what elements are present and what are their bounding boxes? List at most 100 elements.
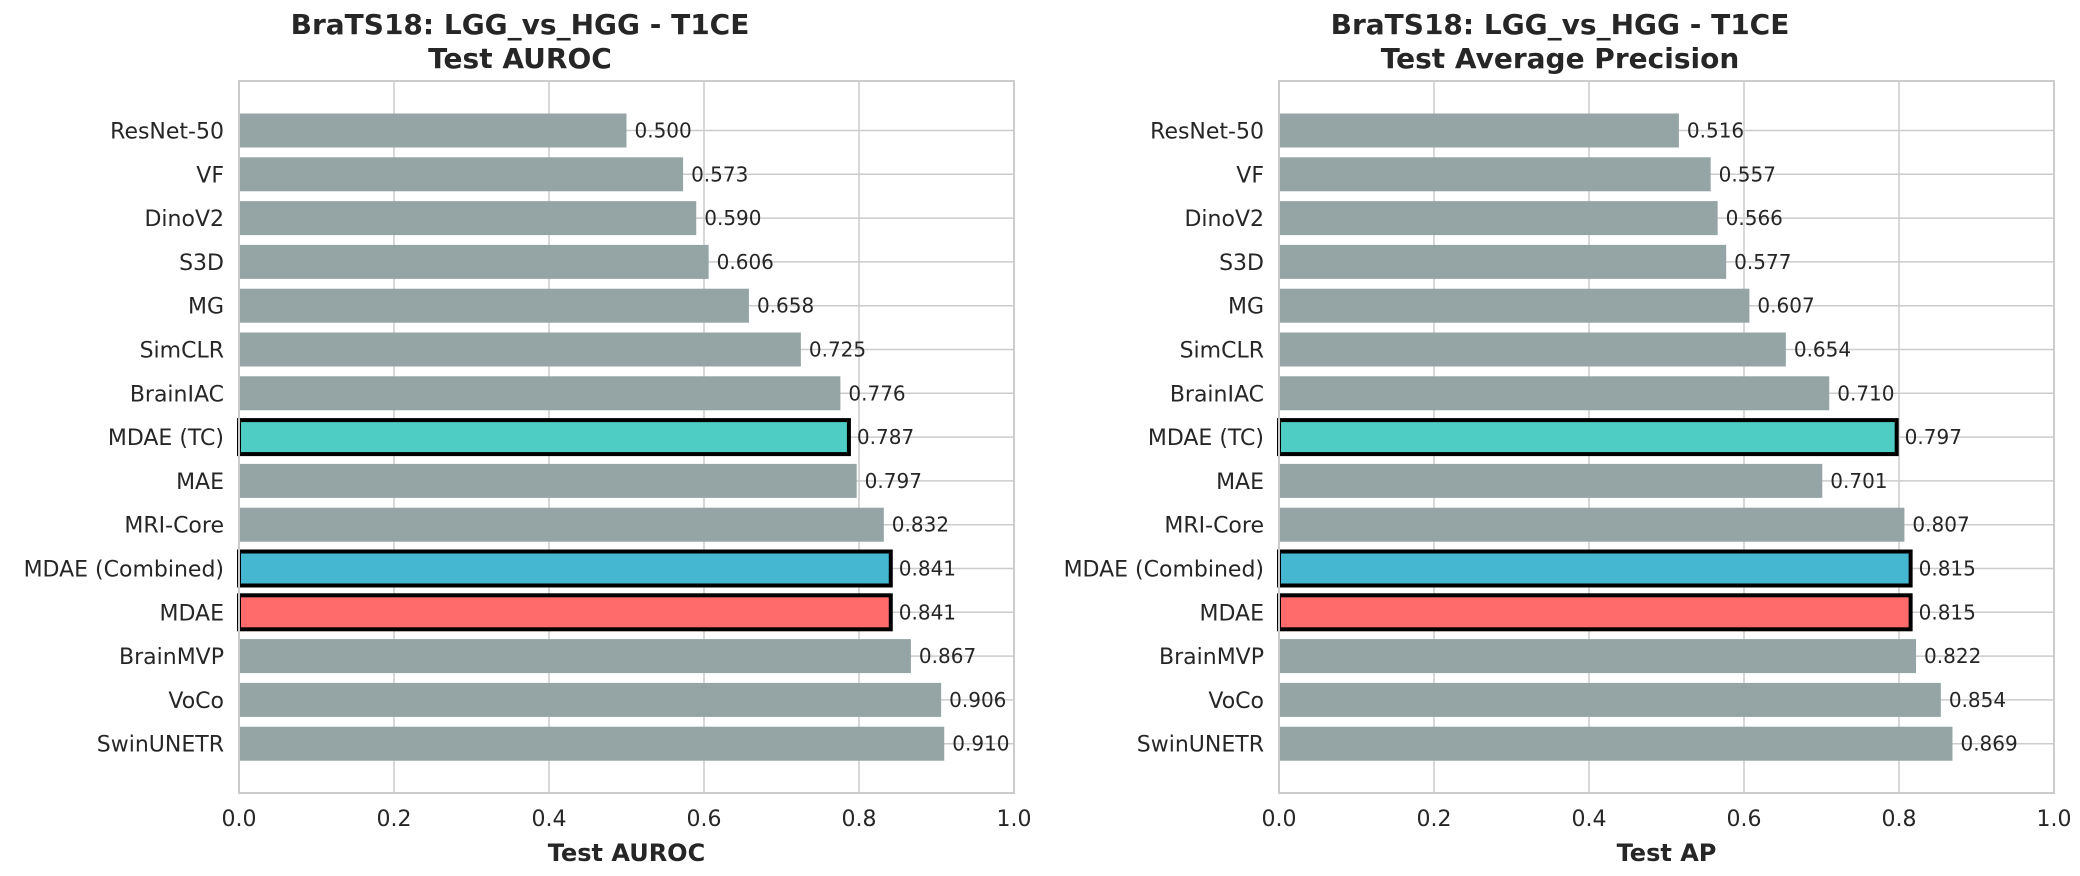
x-tick-label: 0.2 bbox=[377, 807, 412, 832]
bar bbox=[1279, 288, 1750, 323]
bar bbox=[1279, 376, 1830, 411]
auroc-bar-chart: ResNet-50 0.500 VF 0.573 DinoV2 0.590 S3D 0.606… bbox=[24, 80, 1032, 867]
value-label: 0.701 bbox=[1830, 469, 1887, 493]
value-label: 0.566 bbox=[1726, 206, 1783, 230]
x-tick-label: 0.6 bbox=[1727, 807, 1762, 832]
bar bbox=[1277, 593, 1913, 632]
value-label: 0.910 bbox=[952, 732, 1009, 756]
x-axis-label: Test AP bbox=[1617, 839, 1717, 867]
category-label: VF bbox=[196, 163, 224, 188]
category-label: MRI-Core bbox=[124, 514, 224, 539]
bar bbox=[1279, 507, 1905, 542]
category-label: MG bbox=[1228, 295, 1264, 320]
x-tick-label: 0.0 bbox=[1262, 807, 1297, 832]
value-label: 0.797 bbox=[865, 469, 922, 493]
bar bbox=[237, 593, 893, 632]
value-label: 0.590 bbox=[704, 206, 761, 230]
value-label: 0.577 bbox=[1734, 250, 1791, 274]
value-label: 0.807 bbox=[1912, 513, 1969, 537]
category-label: MDAE bbox=[1200, 601, 1265, 626]
x-tick-label: 0.8 bbox=[1882, 807, 1917, 832]
value-label: 0.832 bbox=[892, 513, 949, 537]
chart-panel-ap: BraTS18: LGG_vs_HGG - T1CE Test Average … bbox=[1040, 0, 2080, 876]
chart-title: BraTS18: LGG_vs_HGG - T1CE Test Average … bbox=[1040, 8, 2080, 76]
category-label: BrainMVP bbox=[1159, 645, 1264, 670]
bar bbox=[1279, 639, 1917, 674]
x-tick-label: 0.4 bbox=[1572, 807, 1607, 832]
value-label: 0.725 bbox=[809, 338, 866, 362]
value-label: 0.787 bbox=[857, 425, 914, 449]
plot-frame bbox=[238, 80, 1015, 794]
category-label: MG bbox=[188, 295, 224, 320]
category-label: MDAE (Combined) bbox=[24, 558, 224, 583]
value-label: 0.797 bbox=[1905, 425, 1962, 449]
x-tick-label: 0.2 bbox=[1417, 807, 1452, 832]
category-label: ResNet-50 bbox=[110, 120, 224, 145]
plot-frame bbox=[1278, 80, 2055, 794]
category-label: VF bbox=[1236, 163, 1264, 188]
x-tick-label: 0.8 bbox=[842, 807, 877, 832]
category-label: DinoV2 bbox=[1184, 207, 1264, 232]
category-label: SwinUNETR bbox=[97, 733, 224, 758]
bar bbox=[239, 157, 684, 192]
bar bbox=[239, 463, 857, 498]
value-label: 0.607 bbox=[1757, 294, 1814, 318]
bar bbox=[1279, 726, 1953, 761]
x-axis-label: Test AUROC bbox=[548, 839, 705, 867]
bar bbox=[1279, 157, 1711, 192]
bar bbox=[239, 376, 841, 411]
value-label: 0.573 bbox=[691, 162, 748, 186]
category-label: S3D bbox=[179, 251, 224, 276]
chart-title: BraTS18: LGG_vs_HGG - T1CE Test AUROC bbox=[0, 8, 1040, 76]
value-label: 0.815 bbox=[1919, 557, 1976, 581]
value-label: 0.654 bbox=[1794, 338, 1851, 362]
category-label: MDAE bbox=[160, 601, 225, 626]
value-label: 0.500 bbox=[635, 119, 692, 143]
bar bbox=[239, 288, 749, 323]
bar bbox=[239, 113, 627, 148]
x-tick-label: 0.4 bbox=[532, 807, 567, 832]
bar bbox=[237, 418, 851, 457]
bar bbox=[239, 682, 942, 717]
x-tick-label: 1.0 bbox=[997, 807, 1032, 832]
category-label: BrainMVP bbox=[119, 645, 224, 670]
x-tick-label: 1.0 bbox=[2037, 807, 2072, 832]
value-label: 0.841 bbox=[899, 600, 956, 624]
chart-panel-auroc: BraTS18: LGG_vs_HGG - T1CE Test AUROC Re… bbox=[0, 8, 1040, 867]
category-label: DinoV2 bbox=[144, 207, 224, 232]
category-label: ResNet-50 bbox=[1150, 120, 1264, 145]
value-label: 0.557 bbox=[1719, 162, 1776, 186]
bar bbox=[239, 639, 911, 674]
value-label: 0.776 bbox=[848, 381, 905, 405]
ap-bar-chart: ResNet-50 0.516 VF 0.557 DinoV2 0.566 S3D 0.577… bbox=[1064, 80, 2072, 867]
category-label: SimCLR bbox=[1180, 339, 1264, 364]
value-label: 0.606 bbox=[717, 250, 774, 274]
value-label: 0.815 bbox=[1919, 600, 1976, 624]
category-label: BrainIAC bbox=[1170, 382, 1264, 407]
bar bbox=[239, 244, 709, 279]
category-label: MDAE (TC) bbox=[1148, 426, 1264, 451]
value-label: 0.710 bbox=[1837, 381, 1894, 405]
category-label: SwinUNETR bbox=[1137, 733, 1264, 758]
bar bbox=[1277, 549, 1913, 588]
value-label: 0.841 bbox=[899, 557, 956, 581]
value-label: 0.822 bbox=[1924, 644, 1981, 668]
bar bbox=[1279, 201, 1718, 236]
value-label: 0.869 bbox=[1960, 732, 2017, 756]
category-label: VoCo bbox=[168, 689, 224, 714]
category-label: MAE bbox=[1216, 470, 1264, 495]
chart-title-line-1: BraTS18: LGG_vs_HGG - T1CE bbox=[290, 8, 750, 41]
value-label: 0.867 bbox=[919, 644, 976, 668]
value-label: 0.658 bbox=[757, 294, 814, 318]
bar bbox=[239, 332, 801, 367]
x-tick-label: 0.0 bbox=[222, 807, 257, 832]
bar bbox=[1279, 682, 1941, 717]
x-tick-label: 0.6 bbox=[687, 807, 722, 832]
bar bbox=[1277, 418, 1899, 457]
bar bbox=[239, 507, 884, 542]
category-label: S3D bbox=[1219, 251, 1264, 276]
bar bbox=[239, 201, 697, 236]
category-label: SimCLR bbox=[140, 339, 224, 364]
bar bbox=[1279, 113, 1679, 148]
category-label: BrainIAC bbox=[130, 382, 224, 407]
